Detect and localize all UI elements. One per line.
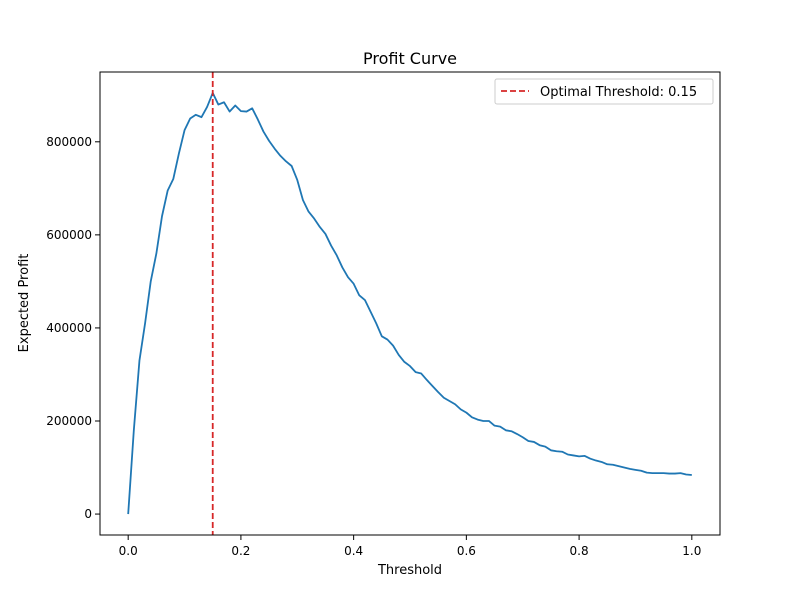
y-tick-label: 0 [84,507,92,521]
x-tick-label: 1.0 [682,544,701,558]
series-layer [127,92,692,515]
axis-ticks: 0.0 0.2 0.4 0.6 0.8 1.0 0 200000 400000 600000 800… [46,135,701,558]
x-axis-label: Threshold [377,563,442,578]
x-tick-label: 0.2 [231,544,250,558]
legend-label-optimal-threshold: Optimal Threshold: 0.15 [540,85,697,100]
y-tick-label: 800000 [46,135,92,149]
y-tick-label: 600000 [46,228,92,242]
y-tick-label: 400000 [46,321,92,335]
plot-frame [99,71,721,536]
x-tick-label: 0.6 [457,544,476,558]
x-tick-label: 0.4 [344,544,363,558]
x-tick-label: 0.0 [119,544,138,558]
x-tick-label: 0.8 [570,544,589,558]
profit-line [127,92,692,515]
y-axis-label: Expected Profit [17,254,32,353]
chart-title: Profit Curve [363,49,457,68]
legend-box [494,78,714,105]
legend: Optimal Threshold: 0.15 [494,78,714,105]
y-tick-label: 200000 [46,414,92,428]
